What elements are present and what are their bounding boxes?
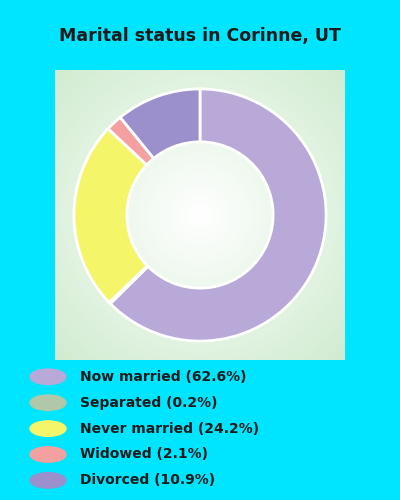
Wedge shape bbox=[110, 89, 326, 341]
Wedge shape bbox=[74, 128, 147, 302]
Ellipse shape bbox=[30, 395, 66, 410]
Wedge shape bbox=[108, 118, 154, 165]
Wedge shape bbox=[109, 266, 148, 304]
Text: Never married (24.2%): Never married (24.2%) bbox=[80, 422, 259, 436]
Text: Marital status in Corinne, UT: Marital status in Corinne, UT bbox=[59, 27, 341, 45]
Wedge shape bbox=[120, 89, 200, 158]
Ellipse shape bbox=[30, 421, 66, 436]
Text: Now married (62.6%): Now married (62.6%) bbox=[80, 370, 246, 384]
Ellipse shape bbox=[30, 447, 66, 462]
Ellipse shape bbox=[30, 472, 66, 488]
Ellipse shape bbox=[30, 369, 66, 384]
Text: Divorced (10.9%): Divorced (10.9%) bbox=[80, 474, 215, 488]
Text: Widowed (2.1%): Widowed (2.1%) bbox=[80, 448, 208, 462]
Text: Separated (0.2%): Separated (0.2%) bbox=[80, 396, 218, 409]
